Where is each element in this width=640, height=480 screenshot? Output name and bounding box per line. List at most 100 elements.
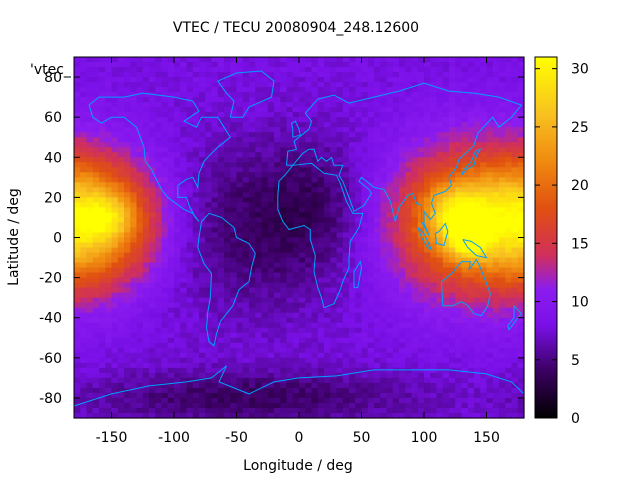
heatmap-cell [374,172,381,178]
heatmap-cell [130,142,138,148]
heatmap-cell [149,277,156,284]
heatmap-cell [399,332,406,339]
heatmap-cell [211,82,219,88]
heatmap-cell [517,122,525,128]
heatmap-cell [155,367,163,374]
heatmap-cell [136,197,144,203]
heatmap-cell [505,57,513,63]
heatmap-cell [180,397,188,404]
heatmap-cell [124,102,131,108]
heatmap-cell [355,362,363,369]
heatmap-cell [455,232,463,239]
heatmap-cell [480,317,488,324]
heatmap-cell [217,177,225,183]
heatmap-cell [380,82,388,88]
heatmap-cell [461,197,469,203]
heatmap-cell [442,322,450,329]
heatmap-cell [136,92,144,98]
heatmap-cell [267,62,275,68]
heatmap-cell [330,362,338,369]
heatmap-cell [430,202,438,209]
heatmap-cell [236,127,244,133]
heatmap-cell [167,107,175,113]
heatmap-cell [224,267,231,274]
heatmap-cell [336,392,344,399]
heatmap-cell [292,262,300,269]
heatmap-cell [480,142,488,148]
heatmap-cell [174,352,181,359]
heatmap-cell [399,182,406,188]
heatmap-cell [267,182,275,188]
heatmap-cell [305,237,313,244]
heatmap-cell [267,217,275,224]
heatmap-cell [492,327,500,334]
heatmap-cell [442,197,450,203]
heatmap-cell [199,212,206,219]
heatmap-cell [130,307,138,314]
heatmap-cell [392,367,400,374]
heatmap-cell [236,237,244,244]
heatmap-cell [236,147,244,153]
heatmap-cell [105,287,113,294]
heatmap-cell [236,107,244,113]
heatmap-cell [130,382,138,389]
heatmap-cell [124,107,131,113]
heatmap-cell [442,382,450,389]
heatmap-cell [155,157,163,163]
heatmap-cell [217,222,225,229]
heatmap-cell [330,107,338,113]
heatmap-cell [449,397,456,404]
heatmap-cell [142,87,150,93]
heatmap-cell [130,287,138,294]
heatmap-cell [355,357,363,364]
heatmap-cell [467,387,475,394]
heatmap-cell [336,242,344,249]
heatmap-cell [517,327,525,334]
heatmap-cell [417,307,425,314]
heatmap-cell [105,362,113,369]
heatmap-cell [299,127,306,133]
heatmap-cell [92,102,100,108]
heatmap-cell [492,142,500,148]
heatmap-cell [330,202,338,209]
heatmap-cell [286,297,294,304]
heatmap-cell [111,157,119,163]
heatmap-cell [436,197,444,203]
heatmap-cell [480,87,488,93]
heatmap-cell [424,222,431,229]
heatmap-cell [186,137,194,143]
heatmap-cell [117,187,125,193]
heatmap-cell [374,147,381,153]
heatmap-cell [292,157,300,163]
heatmap-cell [299,382,306,389]
heatmap-cell [342,312,350,319]
heatmap-cell [292,207,300,214]
heatmap-cell [267,342,275,349]
heatmap-cell [474,312,481,319]
heatmap-cell [424,292,431,299]
heatmap-cell [324,162,331,168]
heatmap-cell [292,202,300,209]
heatmap-cell [211,292,219,299]
heatmap-cell [105,87,113,93]
heatmap-cell [317,272,325,279]
heatmap-cell [361,157,369,163]
heatmap-cell [130,97,138,103]
heatmap-cell [117,312,125,319]
heatmap-cell [130,282,138,289]
heatmap-cell [405,382,413,389]
heatmap-cell [411,307,419,314]
heatmap-cell [392,152,400,158]
heatmap-cell [405,282,413,289]
heatmap-cell [405,317,413,324]
heatmap-cell [236,297,244,304]
heatmap-cell [361,277,369,284]
heatmap-cell [105,112,113,118]
heatmap-cell [380,242,388,249]
heatmap-cell [155,392,163,399]
heatmap-cell [455,62,463,68]
heatmap-cell [386,157,394,163]
heatmap-cell [92,127,100,133]
heatmap-cell [492,92,500,98]
heatmap-cell [305,332,313,339]
